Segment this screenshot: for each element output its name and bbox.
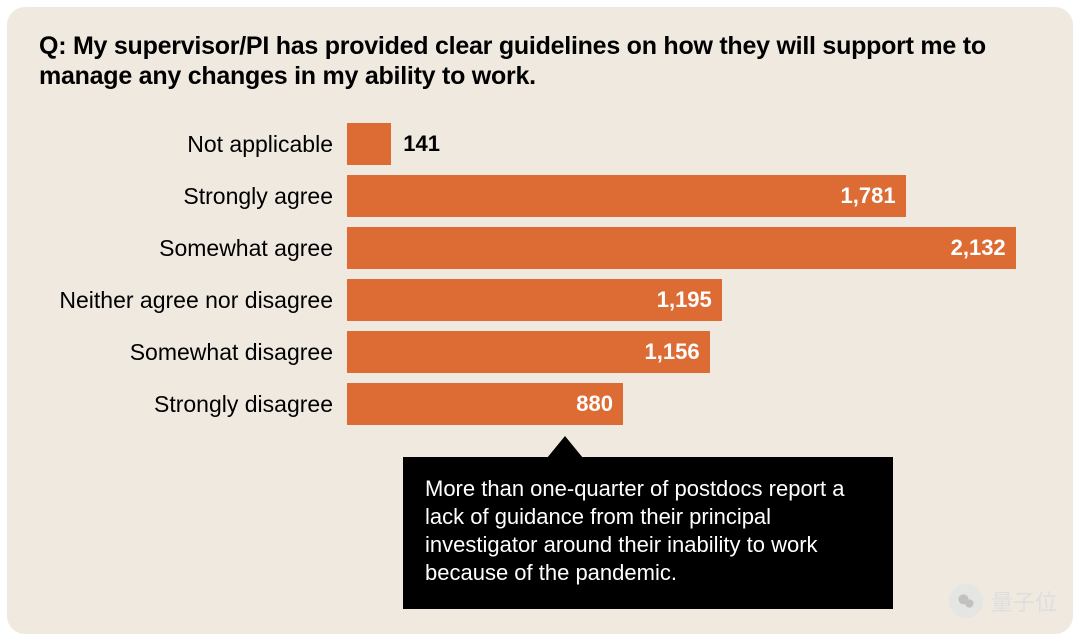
bar bbox=[347, 123, 391, 165]
category-label: Somewhat agree bbox=[7, 235, 347, 262]
chart-row: Not applicable 141 bbox=[7, 123, 1073, 165]
chart-row: Somewhat disagree 1,156 bbox=[7, 331, 1073, 373]
bar-wrap: 880 bbox=[347, 383, 1037, 425]
value-label: 1,781 bbox=[841, 183, 896, 209]
chart-row: Neither agree nor disagree 1,195 bbox=[7, 279, 1073, 321]
bar: 1,156 bbox=[347, 331, 710, 373]
chart-row: Strongly disagree 880 bbox=[7, 383, 1073, 425]
bar-wrap: 1,781 bbox=[347, 175, 1037, 217]
bar: 880 bbox=[347, 383, 623, 425]
category-label: Neither agree nor disagree bbox=[7, 287, 347, 314]
value-label: 1,195 bbox=[657, 287, 712, 313]
chart-row: Strongly agree 1,781 bbox=[7, 175, 1073, 217]
bar: 1,195 bbox=[347, 279, 722, 321]
category-label: Not applicable bbox=[7, 131, 347, 158]
chart-row: Somewhat agree 2,132 bbox=[7, 227, 1073, 269]
callout-text: More than one-quarter of postdocs report… bbox=[425, 476, 844, 585]
category-label: Strongly agree bbox=[7, 183, 347, 210]
wechat-icon bbox=[949, 584, 983, 618]
bar-wrap: 2,132 bbox=[347, 227, 1037, 269]
bar-wrap: 1,156 bbox=[347, 331, 1037, 373]
value-label: 880 bbox=[576, 391, 613, 417]
bar-wrap: 141 bbox=[347, 123, 1037, 165]
callout-box: More than one-quarter of postdocs report… bbox=[403, 457, 893, 609]
category-label: Somewhat disagree bbox=[7, 339, 347, 366]
chart-card: Q: My supervisor/PI has provided clear g… bbox=[7, 7, 1073, 634]
question-text: Q: My supervisor/PI has provided clear g… bbox=[39, 31, 1013, 91]
value-label: 2,132 bbox=[951, 235, 1006, 261]
watermark-text: 量子位 bbox=[991, 585, 1057, 617]
bar: 2,132 bbox=[347, 227, 1016, 269]
callout-arrow bbox=[547, 436, 583, 458]
bar-wrap: 1,195 bbox=[347, 279, 1037, 321]
value-label: 141 bbox=[403, 131, 440, 157]
bar: 1,781 bbox=[347, 175, 906, 217]
bar-chart: Not applicable 141 Strongly agree 1,781 Some… bbox=[7, 123, 1073, 435]
watermark: 量子位 bbox=[949, 584, 1057, 618]
value-label: 1,156 bbox=[645, 339, 700, 365]
category-label: Strongly disagree bbox=[7, 391, 347, 418]
